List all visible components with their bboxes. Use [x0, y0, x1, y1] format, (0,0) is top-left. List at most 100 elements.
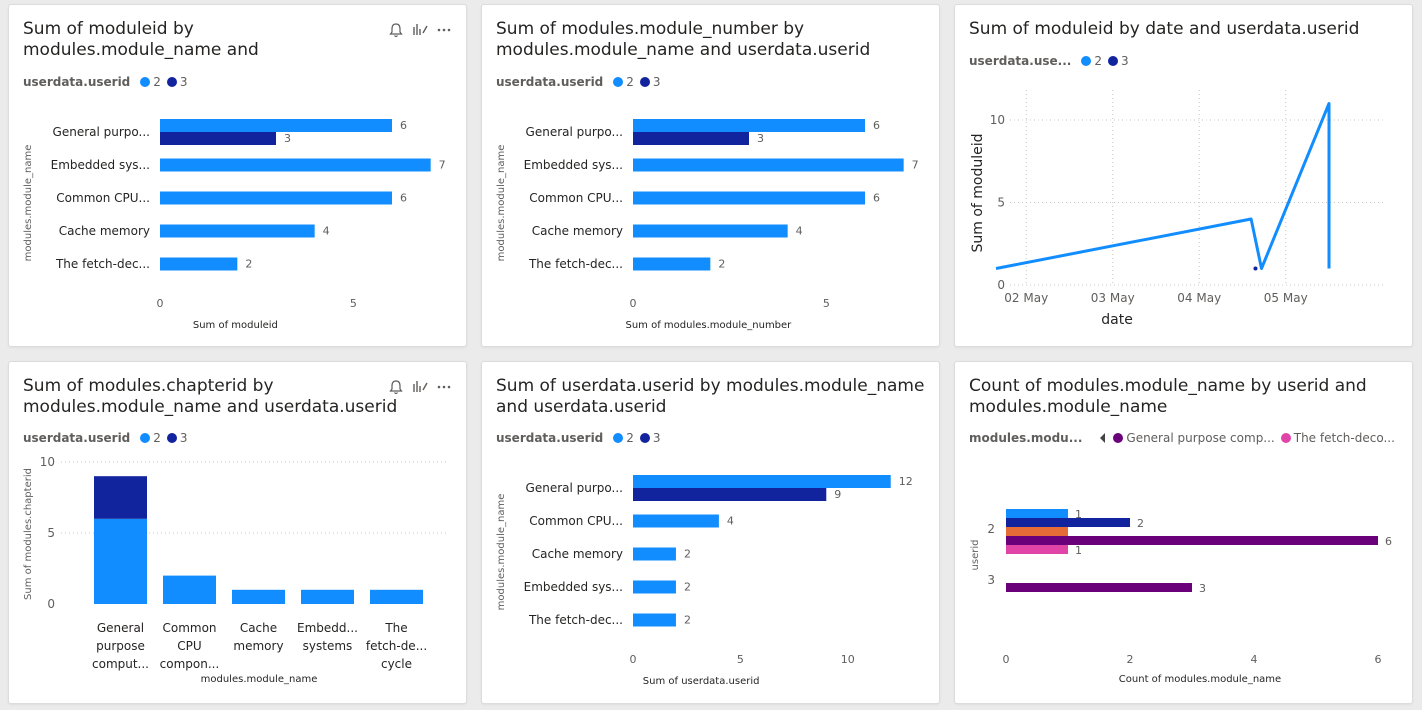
data-label: 1 [1075, 508, 1082, 521]
x-tick-label: 0 [630, 297, 637, 310]
data-label: 4 [323, 225, 330, 238]
bar-series-3 [633, 132, 749, 145]
data-label: 6 [400, 192, 407, 205]
chart-format-icon[interactable] [410, 378, 430, 396]
legend-item-3[interactable]: 3 [639, 431, 661, 445]
line-series-2 [995, 102, 1331, 270]
legend-title: userdata.userid [496, 75, 604, 89]
visual-card-2[interactable]: Sum of modules.module_number by modules.… [482, 5, 939, 346]
legend-title: userdata.userid [496, 431, 604, 445]
y-axis-title: modules.module_name [23, 145, 34, 262]
bar-series-2 [160, 191, 392, 205]
y-tick-label: 10 [990, 113, 1005, 127]
bar-series [1006, 509, 1068, 518]
more-options-icon[interactable] [434, 378, 454, 396]
legend-title: userdata.userid [23, 431, 131, 445]
category-label: Cache memory [532, 224, 623, 238]
category-label: Embedded sys... [524, 580, 623, 594]
data-label: 6 [400, 119, 407, 132]
category-label: Common CPU... [56, 191, 150, 205]
bar-series-2 [633, 158, 904, 172]
chart-format-icon[interactable] [410, 21, 430, 39]
legend-item-3[interactable]: 3 [639, 75, 661, 89]
legend-label: 3 [179, 431, 188, 445]
column-series-2 [94, 518, 147, 604]
category-label: systems [303, 639, 353, 653]
y-tick-label: 10 [40, 455, 55, 469]
bar-series-3 [633, 488, 827, 501]
bar-series-2 [633, 613, 676, 627]
bar-series-2 [160, 158, 431, 172]
x-tick-label: 0 [630, 653, 637, 666]
bar-chart: modules.module_name General purpo... 6 3 Emb… [23, 119, 446, 331]
chart-legend: modules.modu... General purpose comp... … [969, 431, 1401, 445]
x-axis-title: Count of modules.module_name [1119, 674, 1281, 685]
chart-legend: userdata.userid 2 3 [496, 431, 667, 445]
bar-series-2 [633, 514, 719, 528]
category-label: Cache [240, 621, 277, 635]
x-tick-label: 5 [350, 297, 357, 310]
bar-chart: userid 1 2 6 1 3 2 3 0 2 4 6 Count of modules.module… [970, 508, 1392, 685]
line-chart: 0 5 10 02 May 03 May 04 May 05 May date Sum of m… [970, 90, 1385, 328]
more-options-icon[interactable] [434, 21, 454, 39]
legend-title: modules.modu... [969, 431, 1083, 445]
bar-series-2 [633, 257, 711, 271]
category-label: Common CPU... [529, 191, 623, 205]
data-label: 7 [439, 159, 446, 172]
data-label: 2 [684, 614, 691, 627]
visual-card-4[interactable]: Sum of modules.chapterid by modules.modu… [9, 362, 466, 703]
category-label: compon... [160, 657, 220, 671]
bell-icon[interactable] [386, 21, 406, 39]
visual-card-1[interactable]: Sum of moduleid by modules.module_name a… [9, 5, 466, 346]
y-axis-title: modules.module_name [496, 145, 507, 262]
point-series-3 [1253, 266, 1258, 271]
chart-legend: userdata.use... 2 3 [969, 54, 1135, 68]
category-label: General purpo... [53, 125, 150, 139]
y-axis-title: userid [970, 540, 981, 571]
column-chart: 0 5 10 Sum of modules.chapterid General purpo… [23, 455, 449, 685]
data-label: 3 [757, 132, 764, 145]
legend-item-general-purpose[interactable]: General purpose comp... [1113, 431, 1275, 445]
bell-icon[interactable] [386, 378, 406, 396]
data-label: 2 [718, 258, 725, 271]
x-tick-label: 04 May [1177, 291, 1221, 305]
legend-item-2[interactable]: 2 [613, 431, 634, 445]
legend-item-2[interactable]: 2 [140, 431, 161, 445]
legend-item-fetch-decode[interactable]: The fetch-deco... [1280, 431, 1395, 445]
visual-card-5[interactable]: Sum of userdata.userid by modules.module… [482, 362, 939, 703]
legend-item-2[interactable]: 2 [140, 75, 161, 89]
data-label: 4 [727, 515, 734, 528]
category-label: purpose [96, 639, 145, 653]
category-label: cycle [381, 657, 412, 671]
bar-series [1006, 536, 1378, 545]
visual-header-icons [386, 21, 454, 39]
data-label: 6 [1385, 535, 1392, 548]
legend-item-3[interactable]: 3 [1107, 54, 1129, 68]
category-label: 2 [987, 522, 995, 536]
category-label: memory [233, 639, 283, 653]
category-label: The [384, 621, 407, 635]
legend-title: userdata.use... [969, 54, 1072, 68]
bar-series-2 [633, 224, 788, 238]
legend-scroll-left-icon[interactable] [1100, 433, 1106, 443]
category-label: General [97, 621, 144, 635]
x-tick-label: 5 [823, 297, 830, 310]
legend-item-2[interactable]: 2 [1081, 54, 1102, 68]
column-series-2 [232, 589, 285, 604]
legend-item-3[interactable]: 3 [166, 75, 188, 89]
visual-title: Sum of moduleid by date and userdata.use… [969, 19, 1360, 39]
y-axis-title: Sum of moduleid [970, 133, 986, 252]
x-tick-label: 6 [1375, 653, 1382, 666]
legend-label: 2 [153, 75, 161, 89]
bar-series-2 [160, 119, 392, 132]
visual-title: Count of modules.module_name by userid a… [969, 376, 1367, 417]
legend-item-3[interactable]: 3 [166, 431, 188, 445]
legend-item-2[interactable]: 2 [613, 75, 634, 89]
bar-series [1006, 545, 1068, 554]
visual-card-6[interactable]: Count of modules.module_name by userid a… [955, 362, 1412, 703]
y-axis-title: Sum of modules.chapterid [23, 468, 34, 600]
visual-card-3[interactable]: Sum of moduleid by date and userdata.use… [955, 5, 1412, 346]
visual-title: Sum of userdata.userid by modules.module… [496, 376, 925, 417]
x-tick-label: 02 May [1004, 291, 1048, 305]
bar-chart: modules.module_name General purpo... 6 3 Emb… [496, 119, 919, 331]
